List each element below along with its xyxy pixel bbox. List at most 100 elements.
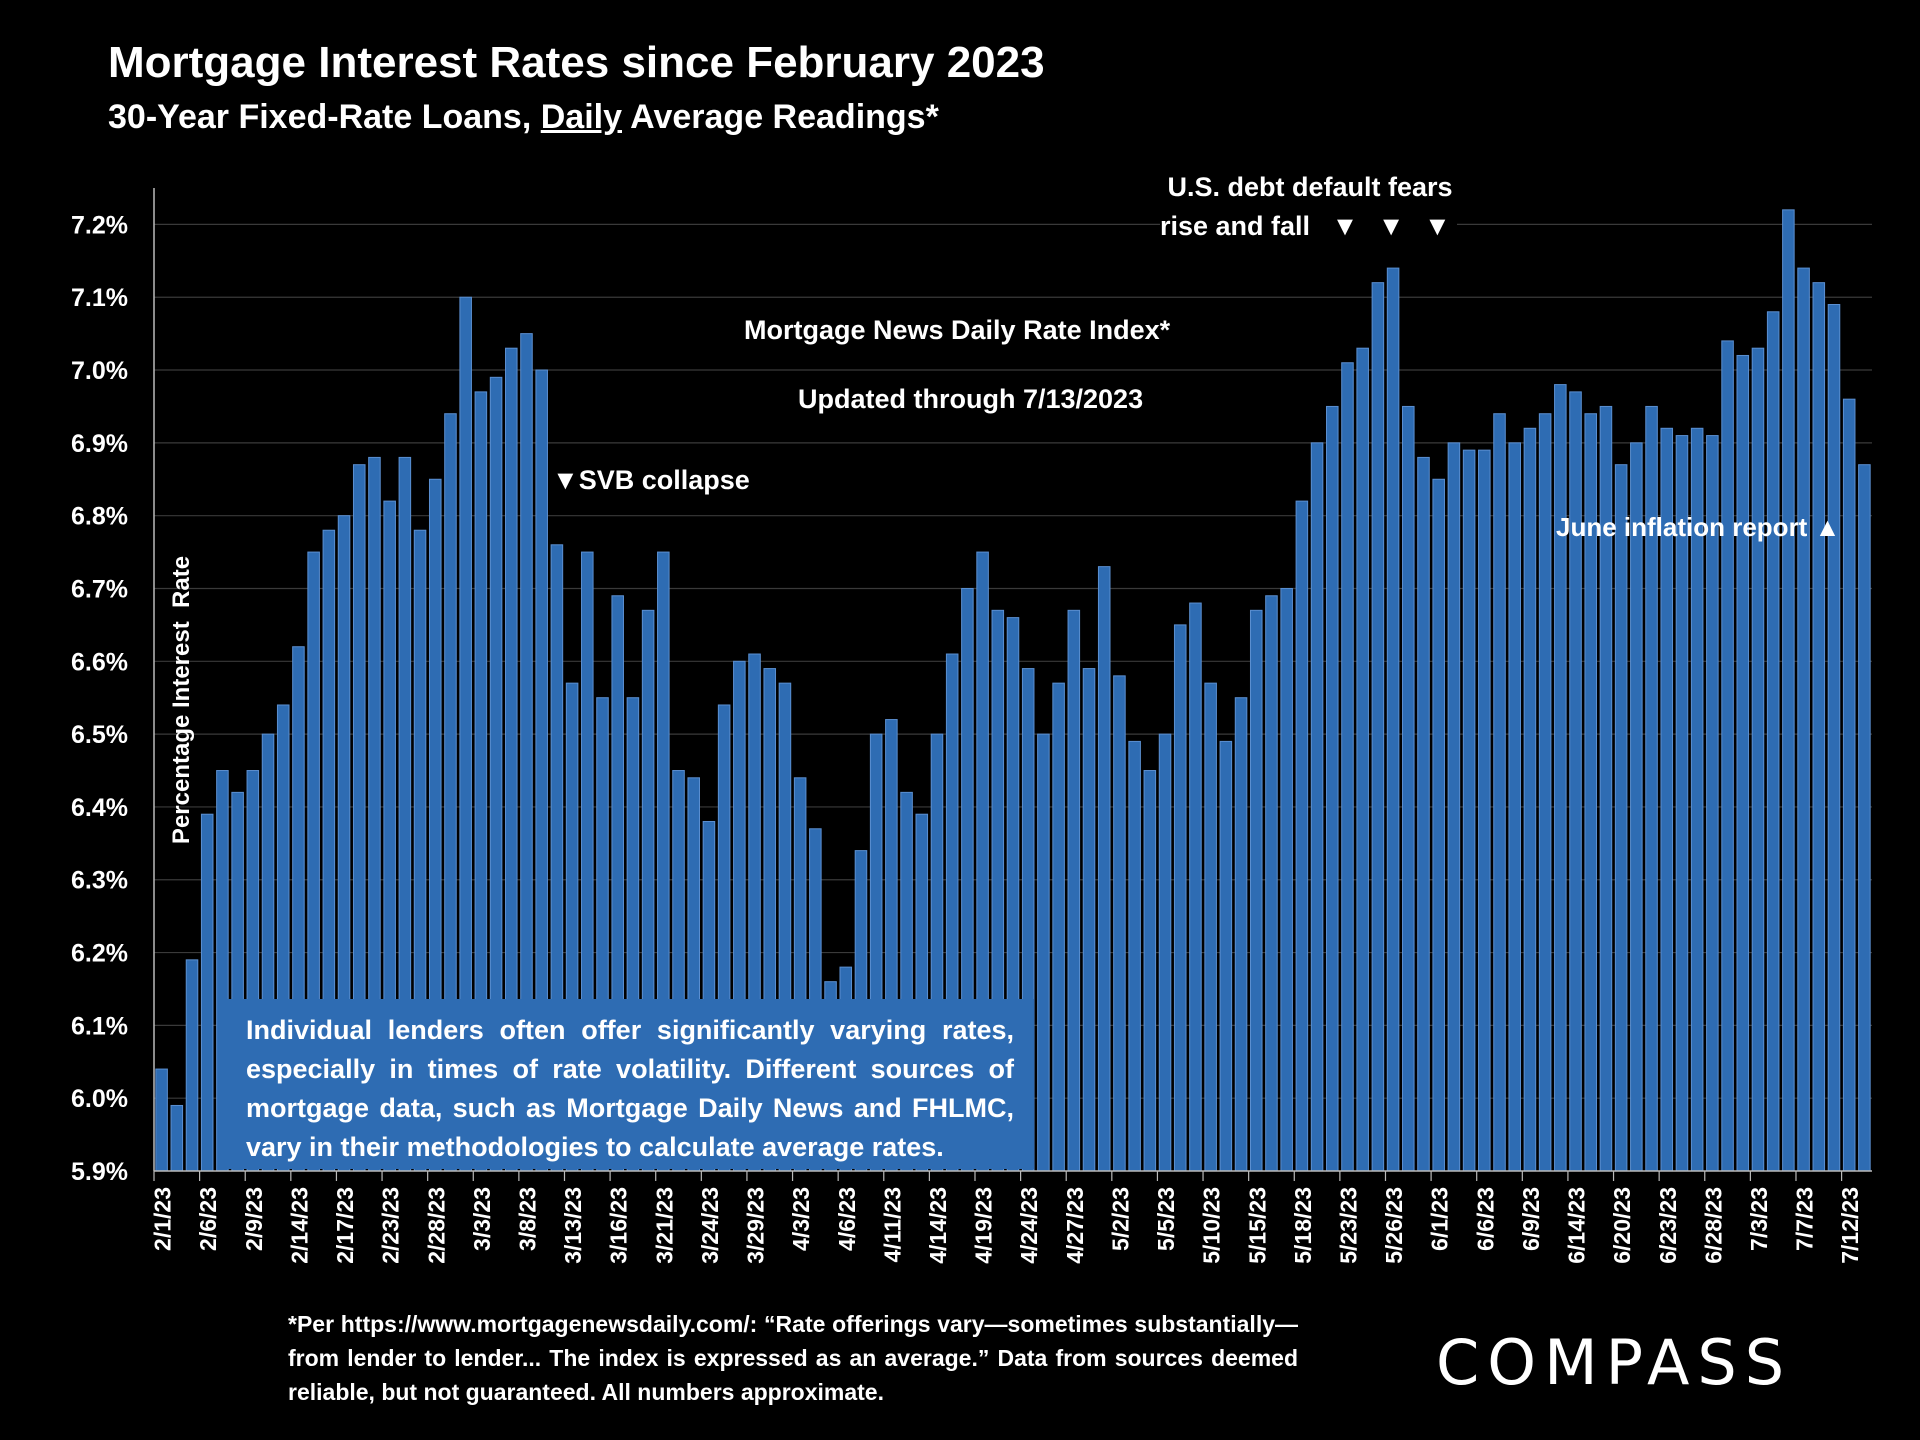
x-tick-label: 2/9/23	[241, 1187, 267, 1251]
y-tick-label: 6.8%	[71, 503, 128, 531]
bar	[1249, 609, 1263, 1172]
bar	[1630, 442, 1643, 1172]
x-tick-label: 5/10/23	[1199, 1187, 1225, 1264]
axes	[153, 188, 1872, 1181]
x-tick-label: 4/6/23	[834, 1187, 860, 1251]
bars	[155, 209, 1871, 1172]
bar	[1143, 770, 1157, 1172]
bar	[1402, 405, 1415, 1172]
bar	[1234, 697, 1248, 1172]
x-tick-label: 4/14/23	[925, 1187, 951, 1264]
x-tick-label: 5/2/23	[1107, 1187, 1133, 1251]
bar	[1706, 435, 1719, 1172]
x-tick-label: 5/18/23	[1290, 1187, 1316, 1264]
x-tick-label: 2/14/23	[286, 1187, 312, 1264]
inflation-annotation: June inflation report ▲	[1556, 512, 1841, 542]
bar	[1341, 362, 1354, 1172]
x-tick-label: 2/28/23	[423, 1187, 449, 1264]
bar	[1478, 449, 1491, 1172]
index-name-annotation: Mortgage News Daily Rate Index*	[744, 315, 1171, 345]
bar	[1538, 413, 1552, 1172]
bar	[1417, 456, 1430, 1172]
bar	[200, 813, 214, 1172]
bar	[1371, 282, 1385, 1172]
x-tick-label: 3/24/23	[697, 1187, 723, 1264]
svb-annotation: ▼SVB collapse	[552, 465, 750, 495]
bar	[1280, 587, 1293, 1172]
x-tick-label: 5/23/23	[1335, 1187, 1361, 1264]
updated-annotation: Updated through 7/13/2023	[798, 384, 1144, 414]
bar	[1097, 566, 1111, 1172]
x-tick-label: 7/12/23	[1837, 1187, 1863, 1264]
x-tick-label: 5/15/23	[1244, 1187, 1270, 1264]
bar	[1158, 733, 1172, 1172]
debt-annotation-line2: rise and fall ▼ ▼ ▼	[1160, 211, 1457, 242]
y-tick-label: 7.1%	[71, 284, 128, 312]
bar	[1325, 405, 1339, 1172]
bar	[1173, 624, 1187, 1172]
bar	[1082, 668, 1096, 1172]
bar	[1782, 209, 1795, 1172]
y-tick-label: 6.3%	[71, 867, 128, 895]
x-tick-label: 2/6/23	[195, 1187, 221, 1251]
bar	[1356, 347, 1369, 1172]
y-tick-label: 7.2%	[71, 211, 128, 239]
bar	[1797, 267, 1810, 1172]
y-tick-label: 6.0%	[71, 1085, 128, 1113]
bar	[1827, 304, 1841, 1172]
y-tick-label: 6.1%	[71, 1012, 128, 1040]
x-tick-label: 6/6/23	[1472, 1187, 1498, 1251]
x-tick-label: 6/1/23	[1427, 1187, 1453, 1251]
bar	[155, 1068, 168, 1172]
x-tick-label: 4/19/23	[971, 1187, 997, 1264]
x-tick-label: 6/23/23	[1655, 1187, 1681, 1264]
bar	[1447, 442, 1461, 1172]
bar	[1386, 267, 1400, 1172]
bar	[1675, 435, 1689, 1172]
bar	[1128, 740, 1141, 1172]
y-axis-label: Percentage Interest Rate	[168, 556, 195, 844]
y-tick-label: 5.9%	[71, 1158, 128, 1186]
bar	[1751, 347, 1765, 1172]
chart-subtitle: 30-Year Fixed-Rate Loans, Daily Average …	[108, 98, 939, 137]
down-triangles-icon: ▼ ▼ ▼	[1331, 211, 1457, 241]
bar	[1432, 478, 1445, 1172]
x-tick-label: 3/3/23	[469, 1187, 495, 1251]
bar	[1736, 354, 1750, 1172]
x-tick-label: 2/1/23	[150, 1187, 176, 1251]
x-tick-label: 6/9/23	[1518, 1187, 1544, 1251]
bar	[1569, 391, 1582, 1172]
y-tick-label: 7.0%	[71, 357, 128, 385]
bar	[1204, 682, 1217, 1172]
bar	[1812, 282, 1826, 1172]
bar	[170, 1104, 184, 1172]
bar	[1310, 442, 1324, 1172]
y-tick-label: 6.5%	[71, 721, 128, 749]
x-tick-label: 6/28/23	[1700, 1187, 1726, 1264]
bar	[1265, 595, 1278, 1172]
chart-title: Mortgage Interest Rates since February 2…	[108, 38, 1045, 87]
y-tick-label: 6.9%	[71, 430, 128, 458]
x-tick-label: 4/11/23	[879, 1187, 905, 1262]
x-tick-label: 4/3/23	[788, 1187, 814, 1251]
x-tick-label: 2/17/23	[332, 1187, 358, 1264]
x-tick-label: 4/24/23	[1016, 1187, 1042, 1264]
x-tick-label: 6/14/23	[1564, 1187, 1590, 1264]
x-tick-label: 7/7/23	[1792, 1187, 1818, 1251]
bar	[1295, 500, 1309, 1172]
y-tick-label: 6.7%	[71, 575, 128, 603]
x-tick-label: 3/29/23	[743, 1187, 769, 1264]
subtitle-suffix: Average Readings*	[622, 98, 939, 136]
bar	[1037, 733, 1050, 1172]
x-tick-label: 3/16/23	[606, 1187, 632, 1264]
bar	[1493, 413, 1506, 1172]
compass-logo: COMPASS	[1436, 1326, 1793, 1399]
x-tick-label: 2/23/23	[378, 1187, 404, 1264]
bar	[1462, 449, 1476, 1172]
y-tick-label: 6.4%	[71, 794, 128, 822]
subtitle-underlined: Daily	[540, 98, 622, 136]
bar	[1219, 740, 1233, 1172]
bar	[1858, 464, 1871, 1172]
source-footnote: *Per https://www.mortgagenewsdaily.com/:…	[288, 1311, 1298, 1405]
bar	[1523, 427, 1537, 1172]
